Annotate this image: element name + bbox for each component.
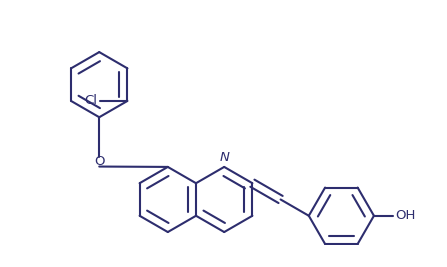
Text: Cl: Cl: [84, 95, 97, 107]
Text: O: O: [94, 155, 105, 168]
Text: OH: OH: [395, 209, 416, 222]
Text: N: N: [219, 151, 229, 164]
